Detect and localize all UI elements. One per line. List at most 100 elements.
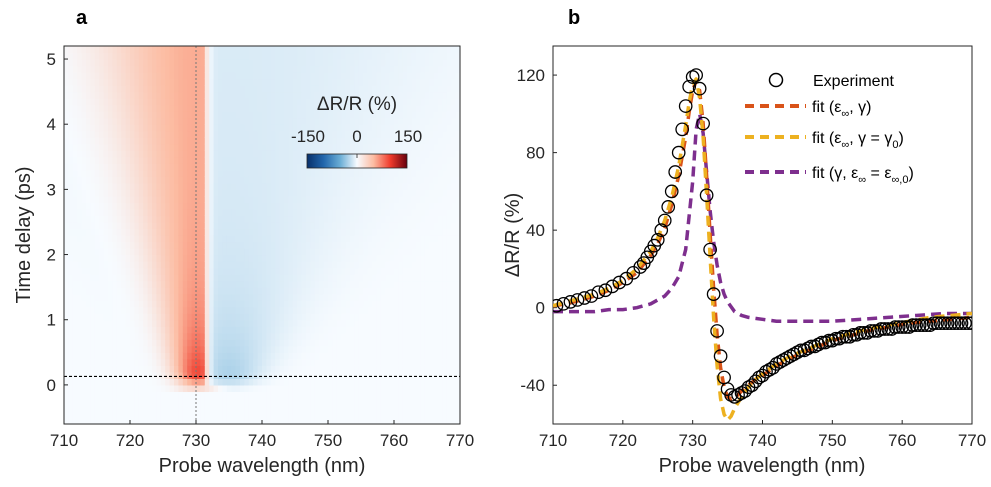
heatmap-cell [112,72,118,80]
heatmap-cell [354,59,360,67]
heatmap-cell [363,378,369,386]
heatmap-cell [389,65,395,73]
heatmap-cell [90,215,96,223]
heatmap-cell [402,306,408,314]
heatmap-cell [363,391,369,399]
heatmap-cell [77,72,83,80]
heatmap-cell [130,391,135,399]
heatmap-cell [112,371,118,379]
heatmap-cell [288,417,294,424]
heatmap-cell [301,371,307,379]
heatmap-cell [262,241,267,249]
heatmap-cell [420,306,426,314]
heatmap-cell [174,371,179,379]
heatmap-cell [380,384,386,393]
heatmap-cell [178,248,184,256]
heatmap-cell [270,117,276,125]
heatmap-cell [116,221,122,230]
heatmap-cell [196,345,201,353]
heatmap-cell [385,352,391,360]
heatmap-cell [213,78,219,86]
heatmap-cell [310,300,316,308]
heatmap-cell [314,358,320,366]
heatmap-cell [270,371,276,379]
heatmap-cell [385,137,391,145]
heatmap-cell [350,208,355,217]
heatmap-cell [121,352,127,360]
heatmap-cell [297,371,303,379]
heatmap-cell [367,78,373,86]
heatmap-cell [226,339,232,347]
heatmap-cell [182,98,188,106]
heatmap-cell [262,169,267,177]
heatmap-cell [204,417,210,424]
heatmap-cell [191,293,197,301]
heatmap-cell [407,280,413,288]
heatmap-cell [279,326,285,334]
heatmap-cell [134,143,140,151]
heatmap-cell [125,221,131,230]
heatmap-cell [314,52,320,60]
heatmap-cell [411,59,417,67]
heatmap-cell [416,52,421,60]
heatmap-cell [345,352,351,360]
heatmap-cell [143,176,149,184]
heatmap-cell [372,117,377,125]
heatmap-cell [169,300,175,308]
heatmap-cell [147,293,153,301]
heatmap-cell [345,261,351,269]
heatmap-cell [218,404,223,412]
heatmap-cell [235,163,241,171]
heatmap-cell [121,176,127,184]
heatmap-cell [266,91,272,99]
heatmap-cell [438,78,443,86]
heatmap-cell [407,365,413,373]
heatmap-cell [226,319,232,327]
heatmap-cell [156,261,162,269]
heatmap-cell [314,111,320,119]
heatmap-cell [108,332,113,340]
heatmap-cell [103,280,109,288]
heatmap-cell [244,46,250,54]
heatmap-cell [345,91,351,99]
heatmap-cell [363,124,369,132]
heatmap-cell [244,208,250,217]
heatmap-cell [68,59,74,67]
heatmap-cell [99,345,105,353]
heatmap-cell [165,202,171,210]
heatmap-cell [257,410,263,419]
heatmap-cell [257,345,263,353]
heatmap-cell [328,91,333,99]
heatmap-cell [297,52,303,60]
heatmap-cell [72,221,78,230]
heatmap-cell [134,176,140,184]
heatmap-cell [323,182,329,190]
heatmap-cell [411,378,417,386]
heatmap-cell [429,143,435,151]
heatmap-cell [270,235,276,243]
heatmap-cell [121,410,127,419]
heatmap-cell [68,274,74,282]
heatmap-cell [314,345,320,353]
heatmap-cell [301,358,307,366]
heatmap-cell [235,293,241,301]
heatmap-cell [156,228,162,236]
heatmap-cell [288,378,294,386]
heatmap-cell [143,228,149,236]
heatmap-cell [345,189,351,197]
heatmap-cell [138,378,144,386]
heatmap-cell [94,202,100,210]
heatmap-cell [191,65,197,73]
heatmap-cell [270,365,276,373]
heatmap-cell [226,300,232,308]
heatmap-cell [240,358,245,366]
heatmap-cell [240,228,245,236]
heatmap-cell [99,111,105,119]
heatmap-cell [130,228,135,236]
heatmap-cell [156,150,162,158]
heatmap-cell [200,228,206,236]
heatmap-cell [160,130,166,138]
heatmap-cell [90,280,96,288]
heatmap-cell [438,65,443,73]
heatmap-cell [103,326,109,334]
